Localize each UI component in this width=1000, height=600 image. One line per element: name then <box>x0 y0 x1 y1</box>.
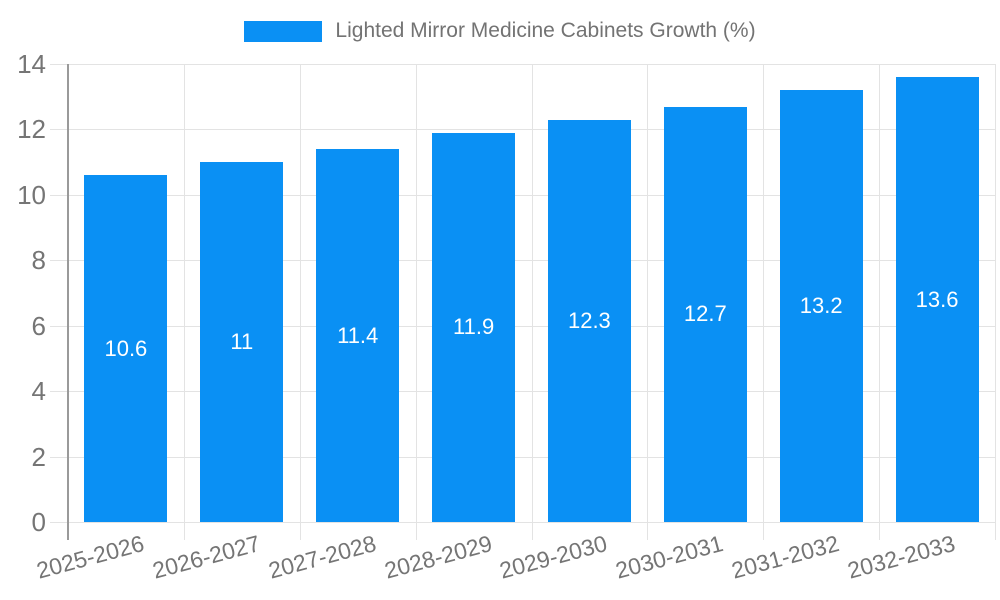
gridline-vertical <box>415 64 417 540</box>
gridline-horizontal <box>50 129 995 131</box>
gridline-horizontal <box>50 260 995 262</box>
bar <box>432 132 516 522</box>
gridline-horizontal <box>50 325 995 327</box>
gridline-vertical <box>763 64 765 540</box>
gridline-horizontal <box>50 391 995 393</box>
bar-value-label: 13.2 <box>799 293 843 319</box>
bar <box>84 175 168 522</box>
legend-label: Lighted Mirror Medicine Cabinets Growth … <box>335 19 756 42</box>
y-axis-tick-label: 0 <box>31 507 46 537</box>
gridline-vertical <box>183 64 185 540</box>
chart-legend[interactable]: Lighted Mirror Medicine Cabinets Growth … <box>0 19 1000 43</box>
gridline-vertical <box>647 64 649 540</box>
y-axis-tick-label: 2 <box>31 441 46 472</box>
y-axis-tick-label: 10 <box>17 179 46 210</box>
y-axis-tick-label: 8 <box>31 245 46 276</box>
bar-value-label: 11.4 <box>337 322 379 348</box>
bar-value-label: 10.6 <box>104 335 148 361</box>
bar <box>316 149 400 522</box>
gridline-vertical <box>299 64 301 540</box>
y-axis-tick-label: 6 <box>31 310 46 341</box>
gridline-horizontal <box>50 522 995 523</box>
gridline-horizontal <box>50 456 995 458</box>
bar <box>895 77 979 522</box>
y-axis-tick-label: 14 <box>17 49 46 79</box>
bar-value-label: 12.3 <box>567 307 611 333</box>
gridline-vertical <box>995 64 996 540</box>
gridline-horizontal <box>50 194 995 196</box>
bar <box>663 106 747 522</box>
bar <box>547 119 631 522</box>
legend-swatch <box>244 20 323 42</box>
y-axis-line <box>67 64 69 540</box>
bar <box>200 162 284 522</box>
gridline-vertical <box>879 64 881 540</box>
gridline-vertical <box>531 64 533 540</box>
bar-value-label: 11.9 <box>453 314 495 340</box>
bar <box>779 90 863 522</box>
y-axis-tick-label: 12 <box>17 114 46 145</box>
y-axis-tick-label: 4 <box>31 376 46 407</box>
bar-value-label: 11 <box>230 329 254 355</box>
gridline-horizontal <box>50 64 995 65</box>
bar-value-label: 12.7 <box>683 301 727 327</box>
bar-value-label: 13.6 <box>915 286 959 312</box>
